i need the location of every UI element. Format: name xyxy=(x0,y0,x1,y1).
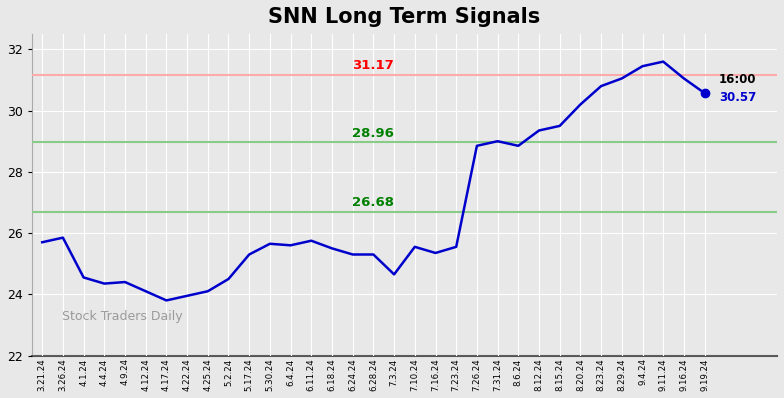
Text: 16:00: 16:00 xyxy=(719,73,757,86)
Text: 28.96: 28.96 xyxy=(353,127,394,140)
Title: SNN Long Term Signals: SNN Long Term Signals xyxy=(268,7,541,27)
Text: 26.68: 26.68 xyxy=(352,197,394,209)
Text: 31.17: 31.17 xyxy=(353,59,394,72)
Text: Stock Traders Daily: Stock Traders Daily xyxy=(62,310,183,324)
Text: 30.57: 30.57 xyxy=(719,91,757,104)
